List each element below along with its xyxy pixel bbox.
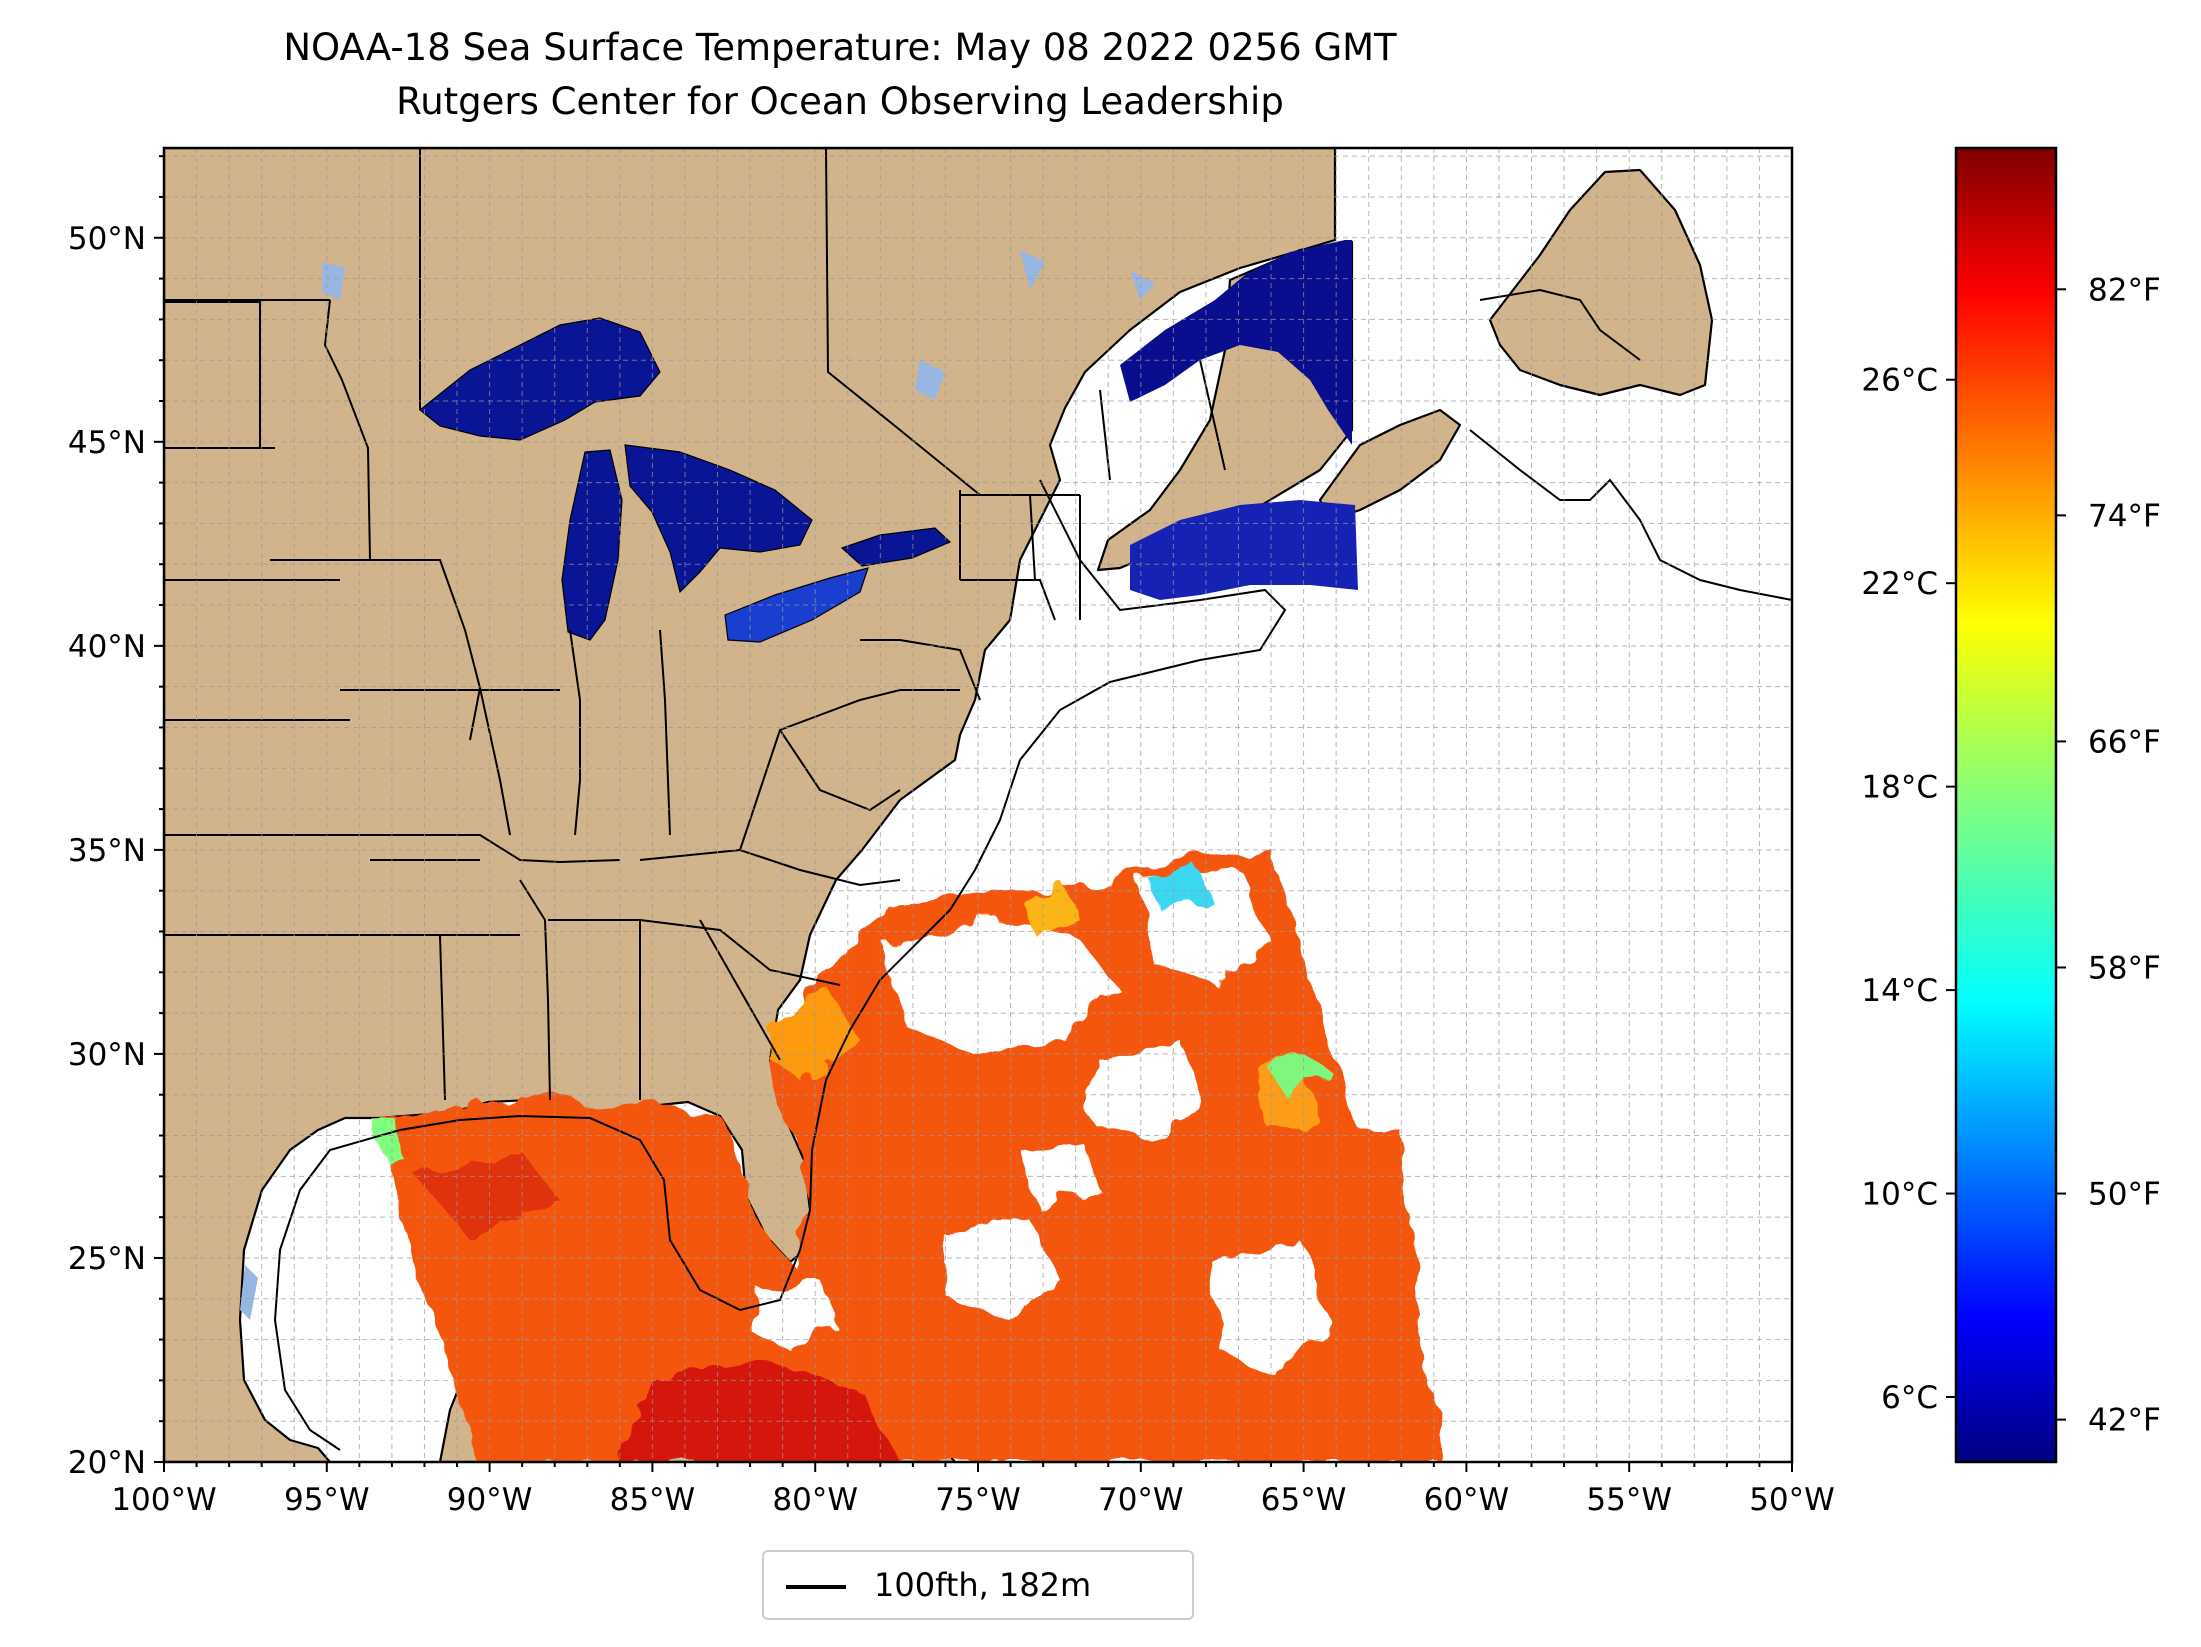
lat-tick-label: 30°N (68, 1037, 146, 1073)
lon-tick-label: 80°W (772, 1482, 858, 1518)
fahrenheit-tick-label: 42°F (2088, 1403, 2161, 1439)
celsius-tick-label: 14°C (1861, 973, 1938, 1009)
newfoundland-land (1488, 168, 1714, 397)
lake-huron (624, 444, 813, 594)
map-axis-ticks (154, 155, 1793, 1472)
longitude-labels: 100°W 95°W 90°W 85°W 80°W 75°W 70°W 65°W 60°W 55°… (111, 1482, 1834, 1518)
fahrenheit-tick-label: 66°F (2088, 724, 2161, 760)
lon-tick-label: 55°W (1586, 1482, 1672, 1518)
lon-tick-label: 75°W (935, 1482, 1021, 1518)
fahrenheit-tick-label: 50°F (2088, 1177, 2161, 1213)
colorbar-gradient (1954, 146, 2058, 1464)
chart-subtitle: Rutgers Center for Ocean Observing Leade… (396, 80, 1284, 123)
lat-tick-label: 40°N (68, 629, 146, 665)
lat-tick-label: 20°N (68, 1445, 146, 1481)
lon-tick-label: 100°W (111, 1482, 216, 1518)
lake-superior (419, 317, 661, 441)
celsius-tick-label: 22°C (1861, 566, 1938, 602)
fahrenheit-ticks: 42°F 50°F 58°F 66°F 74°F 82°F (2056, 272, 2161, 1439)
celsius-tick-label: 6°C (1881, 1380, 1938, 1416)
lon-tick-label: 95°W (284, 1482, 370, 1518)
legend-line-swatch (786, 1585, 846, 1589)
map-area (164, 148, 1792, 1462)
lon-tick-label: 65°W (1261, 1482, 1347, 1518)
cold-north-sst (1120, 240, 1358, 600)
celsius-tick-label: 18°C (1861, 770, 1938, 806)
lon-tick-label: 60°W (1424, 1482, 1510, 1518)
grid-lines (164, 148, 1792, 1462)
fahrenheit-tick-label: 58°F (2088, 950, 2161, 986)
isobath-100fth (273, 288, 1792, 1451)
fahrenheit-tick-label: 82°F (2088, 272, 2161, 308)
latitude-labels: 20°N 25°N 30°N 35°N 40°N 45°N 50°N (68, 221, 146, 1481)
lon-tick-label: 85°W (610, 1482, 696, 1518)
sst-swath (372, 848, 1444, 1462)
lat-tick-label: 50°N (68, 221, 146, 257)
inland-lakes (240, 250, 1155, 1320)
lat-tick-label: 35°N (68, 833, 146, 869)
lon-tick-label: 70°W (1098, 1482, 1184, 1518)
legend-label: 100fth, 182m (874, 1566, 1092, 1604)
fahrenheit-tick-label: 74°F (2088, 498, 2161, 534)
legend: 100fth, 182m (762, 1550, 1194, 1620)
celsius-tick-label: 26°C (1861, 363, 1938, 399)
lon-tick-label: 50°W (1749, 1482, 1835, 1518)
celsius-tick-label: 10°C (1861, 1177, 1938, 1213)
lat-tick-label: 25°N (68, 1241, 146, 1277)
celsius-ticks: 6°C 10°C 14°C 18°C 22°C 26°C (1861, 363, 1956, 1416)
lat-tick-label: 45°N (68, 425, 146, 461)
chart-title: NOAA-18 Sea Surface Temperature: May 08 … (283, 26, 1397, 69)
sst-gulf-atlantic (372, 848, 1444, 1462)
colorbar: 6°C 10°C 14°C 18°C 22°C 26°C 42°F 50°F 58°F 66°F… (1861, 146, 2161, 1464)
lake-michigan (561, 449, 623, 641)
lon-tick-label: 90°W (447, 1482, 533, 1518)
